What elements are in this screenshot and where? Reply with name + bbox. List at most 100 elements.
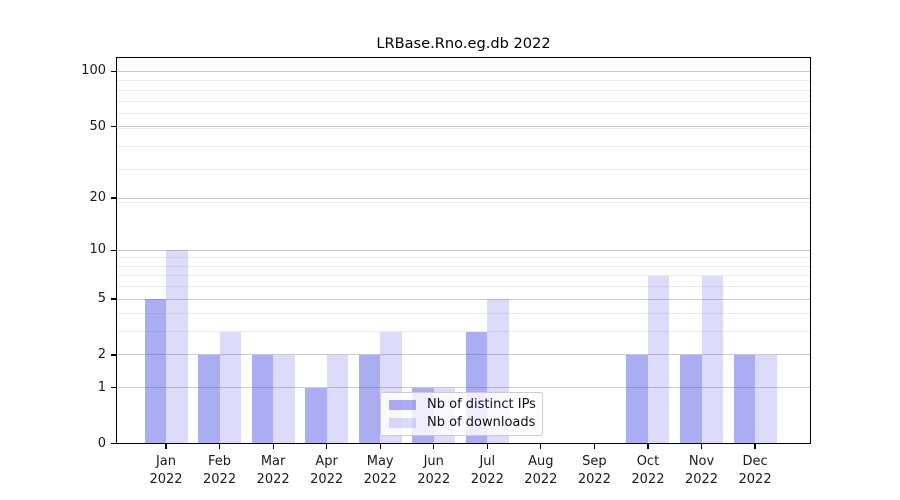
y-tick-mark — [111, 125, 116, 128]
x-tick-month: Mar — [260, 454, 286, 469]
x-tick-mark — [165, 444, 167, 449]
bar-downloads — [273, 354, 295, 444]
x-tick-label: Sep 2022 — [566, 453, 622, 488]
y-tick-mark — [111, 387, 116, 389]
x-tick-label: Oct 2022 — [620, 453, 676, 488]
minor-gridline — [116, 265, 811, 267]
x-tick-mark — [379, 444, 381, 449]
x-tick-label: Nov 2022 — [674, 453, 730, 488]
minor-gridline — [116, 331, 811, 333]
y-tick-label: 5 — [97, 291, 106, 307]
x-tick-label: Apr 2022 — [299, 453, 355, 488]
minor-gridline — [116, 127, 811, 129]
x-tick-mark — [218, 444, 221, 449]
chart-title: LRBase.Rno.eg.db 2022 — [376, 35, 551, 52]
x-tick-year: 2022 — [417, 471, 451, 487]
x-tick-month: May — [366, 454, 394, 469]
x-tick-label: Jun 2022 — [406, 453, 462, 488]
x-tick-mark — [486, 444, 488, 449]
legend-swatch-distinct-ips — [389, 400, 416, 410]
major-gridline — [116, 249, 811, 251]
x-tick-mark — [700, 444, 703, 449]
minor-gridline — [116, 168, 811, 170]
x-tick-mark — [540, 444, 542, 449]
y-tick-mark — [111, 442, 116, 445]
bar-downloads — [219, 331, 242, 444]
y-tick-mark — [111, 70, 116, 73]
bar-distinct-ips — [733, 354, 756, 444]
x-tick-mark — [754, 444, 756, 449]
x-tick-year: 2022 — [256, 471, 290, 487]
major-gridline — [116, 354, 811, 356]
bar-distinct-ips — [305, 387, 327, 444]
x-tick-month: Sep — [582, 454, 607, 469]
x-tick-year: 2022 — [524, 471, 558, 487]
x-tick-month: Aug — [528, 454, 554, 469]
x-tick-year: 2022 — [203, 471, 237, 487]
x-tick-year: 2022 — [363, 471, 397, 487]
x-tick-mark — [433, 444, 435, 449]
x-tick-year: 2022 — [577, 471, 611, 487]
bar-distinct-ips — [358, 354, 381, 444]
legend-label-downloads: Nb of downloads — [427, 415, 536, 430]
x-tick-label: May 2022 — [352, 453, 408, 488]
x-tick-year: 2022 — [684, 471, 719, 487]
x-tick-mark — [647, 444, 649, 449]
minor-gridline — [116, 112, 811, 114]
minor-gridline — [116, 80, 811, 82]
x-tick-year: 2022 — [738, 471, 772, 487]
x-tick-month: Nov — [688, 454, 715, 469]
bar-distinct-ips — [251, 354, 274, 444]
legend-item-downloads: Nb of downloads — [389, 415, 536, 431]
bar-downloads — [755, 354, 777, 444]
x-tick-month: Apr — [315, 454, 338, 469]
x-tick-label: Mar 2022 — [245, 453, 301, 488]
y-tick-mark — [111, 197, 116, 199]
bar-distinct-ips — [144, 299, 166, 444]
x-tick-month: Feb — [208, 454, 232, 469]
legend-item-distinct-ips: Nb of distinct IPs — [389, 397, 536, 413]
y-tick-mark — [111, 354, 116, 356]
y-tick-label: 10 — [89, 242, 106, 258]
bar-distinct-ips — [626, 354, 648, 444]
legend-label-distinct-ips: Nb of distinct IPs — [427, 397, 536, 412]
bar-downloads — [166, 250, 188, 444]
major-gridline — [116, 126, 811, 128]
major-gridline — [116, 70, 811, 72]
x-tick-year: 2022 — [470, 471, 504, 487]
legend: Nb of distinct IPs Nb of downloads — [380, 392, 543, 436]
minor-gridline — [116, 275, 811, 277]
x-tick-label: Jul 2022 — [459, 453, 515, 488]
y-tick-label: 50 — [89, 118, 106, 134]
minor-gridline — [116, 201, 811, 203]
x-tick-label: Aug 2022 — [513, 453, 569, 488]
x-tick-mark — [272, 444, 274, 449]
minor-gridline — [116, 89, 811, 91]
x-tick-year: 2022 — [149, 471, 183, 487]
minor-gridline — [116, 257, 811, 259]
x-tick-month: Jul — [479, 454, 496, 469]
major-gridline — [116, 197, 811, 199]
x-tick-label: Jan 2022 — [138, 453, 194, 488]
x-tick-month: Dec — [742, 454, 768, 469]
bar-downloads — [701, 275, 723, 444]
bar-downloads — [647, 275, 670, 444]
minor-gridline — [116, 100, 811, 102]
y-tick-label: 20 — [89, 190, 106, 206]
y-tick-label: 100 — [81, 63, 106, 79]
y-tick-mark — [111, 249, 116, 251]
x-tick-year: 2022 — [631, 471, 665, 487]
y-tick-label: 0 — [97, 435, 106, 451]
x-tick-mark — [326, 444, 328, 449]
y-tick-label: 2 — [97, 346, 106, 362]
x-tick-label: Dec 2022 — [727, 453, 783, 488]
x-tick-year: 2022 — [310, 471, 344, 487]
bar-downloads — [326, 354, 349, 444]
y-tick-label: 1 — [97, 379, 106, 395]
minor-gridline — [116, 145, 811, 147]
legend-swatch-downloads — [389, 418, 416, 428]
